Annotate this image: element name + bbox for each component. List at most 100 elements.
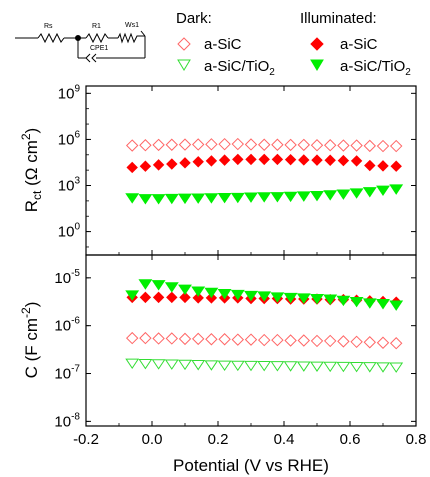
rct-point-diamond-filled (154, 160, 164, 170)
rs-label: Rs (44, 23, 53, 30)
cap-point-triangle-open (258, 362, 270, 371)
cap-point-triangle-filled (390, 301, 402, 310)
rct-point-diamond-open (259, 139, 270, 150)
rct-point-triangle-filled (390, 185, 402, 194)
rct-point-diamond-open (180, 139, 191, 150)
legend-label-ill-sic-tio2: a-SiC/TiO2 (340, 58, 411, 78)
legend-label-dark-sic: a-SiC (204, 36, 242, 53)
rct-panel: 100 103 106 109 (58, 83, 416, 255)
cap-point-diamond-open (312, 335, 323, 346)
rct-point-triangle-filled (205, 194, 217, 203)
rct-point-triangle-filled (166, 194, 178, 203)
cap-point-diamond-filled (154, 292, 164, 302)
cap-point-diamond-open (325, 335, 336, 346)
cap-point-diamond-open (338, 336, 349, 347)
rct-point-diamond-filled (299, 155, 309, 165)
rct-y-tick-label: 103 (58, 176, 81, 195)
cap-point-diamond-open (219, 334, 230, 345)
x-tick-label: 0.6 (340, 431, 361, 448)
rct-point-triangle-filled (364, 188, 376, 197)
rct-point-diamond-filled (365, 161, 375, 171)
cap-point-diamond-open (232, 334, 243, 345)
cap-point-diamond-open (351, 336, 362, 347)
cap-point-triangle-open (219, 361, 231, 370)
cap-point-triangle-open (364, 363, 376, 372)
rct-point-diamond-open (364, 140, 375, 151)
cap-point-triangle-filled (205, 288, 217, 297)
cap-point-triangle-filled (139, 280, 151, 289)
rct-point-diamond-filled (259, 154, 269, 164)
rct-point-triangle-filled (285, 192, 297, 201)
cap-point-triangle-open (298, 362, 310, 371)
rct-point-diamond-open (246, 139, 257, 150)
rct-point-triangle-filled (192, 194, 204, 203)
cap-point-diamond-open (272, 335, 283, 346)
rct-point-triangle-filled (351, 189, 363, 198)
cap-point-triangle-open (192, 361, 204, 370)
legend-marker-dark-sic (178, 38, 190, 50)
r1-resistor (86, 34, 108, 42)
rct-point-diamond-filled (206, 156, 216, 166)
rct-point-diamond-open (285, 139, 296, 150)
rct-point-triangle-filled (245, 193, 257, 202)
rct-point-triangle-filled (337, 190, 349, 199)
rct-point-diamond-open (153, 139, 164, 150)
cap-point-diamond-open (166, 333, 177, 344)
cap-point-diamond-open (127, 333, 138, 344)
rct-y-tick-label: 109 (58, 83, 81, 102)
legend-marker-ill-sic (311, 38, 323, 50)
rct-point-triangle-filled (311, 191, 323, 200)
rct-point-diamond-filled (312, 155, 322, 165)
rct-point-diamond-open (298, 139, 309, 150)
rct-point-diamond-filled (233, 154, 243, 164)
legend-marker-dark-sic-tio2 (178, 60, 190, 70)
rct-point-triangle-filled (139, 195, 151, 204)
cap-point-triangle-open (351, 363, 363, 372)
rct-point-diamond-filled (167, 159, 177, 169)
rct-point-diamond-filled (286, 155, 296, 165)
rct-point-triangle-filled (298, 192, 310, 201)
rct-point-diamond-open (378, 141, 389, 152)
cap-point-triangle-open (311, 362, 323, 371)
rs-resistor (38, 34, 64, 42)
cap-point-diamond-open (391, 338, 402, 349)
cap-y-tick-label: 10-6 (54, 316, 80, 335)
cpe-element (86, 54, 90, 62)
rct-point-diamond-filled (391, 161, 401, 171)
cap-point-triangle-filled (351, 298, 363, 307)
rct-y-tick-label: 106 (58, 129, 81, 148)
rct-point-diamond-filled (338, 156, 348, 166)
cap-point-diamond-open (246, 334, 257, 345)
rct-point-diamond-filled (193, 157, 203, 167)
cap-point-triangle-open (377, 363, 389, 372)
x-tick-label: -0.2 (73, 431, 99, 448)
cap-point-diamond-open (364, 337, 375, 348)
rct-point-diamond-filled (127, 162, 137, 172)
legend-marker-ill-sic-tio2 (311, 60, 323, 70)
x-tick-label: 0.2 (208, 431, 229, 448)
rct-point-diamond-open (193, 139, 204, 150)
top-y-axis-title: Rct (Ω cm2) (19, 128, 44, 212)
rct-point-diamond-open (127, 140, 138, 151)
cap-y-tick-label: 10-7 (54, 364, 80, 383)
rct-point-diamond-filled (352, 156, 362, 166)
cap-point-diamond-open (140, 333, 151, 344)
cap-y-tick-label: 10-5 (54, 268, 80, 287)
rct-point-diamond-open (312, 140, 323, 151)
rct-point-diamond-open (325, 140, 336, 151)
cap-point-triangle-filled (166, 283, 178, 292)
rct-point-triangle-filled (219, 194, 231, 203)
rct-point-diamond-filled (180, 158, 190, 168)
rct-point-diamond-open (140, 140, 151, 151)
cap-point-triangle-open (232, 361, 244, 370)
cap-point-triangle-open (153, 360, 165, 369)
cap-point-diamond-open (153, 333, 164, 344)
rct-point-triangle-filled (153, 195, 165, 204)
x-tick-label: 0.4 (274, 431, 295, 448)
cap-point-triangle-filled (192, 287, 204, 296)
cap-point-triangle-open (166, 360, 178, 369)
legend-label-dark-sic-tio2: a-SiC/TiO2 (204, 58, 275, 78)
rct-point-diamond-open (219, 139, 230, 150)
legend-dark-title: Dark: (176, 10, 212, 27)
